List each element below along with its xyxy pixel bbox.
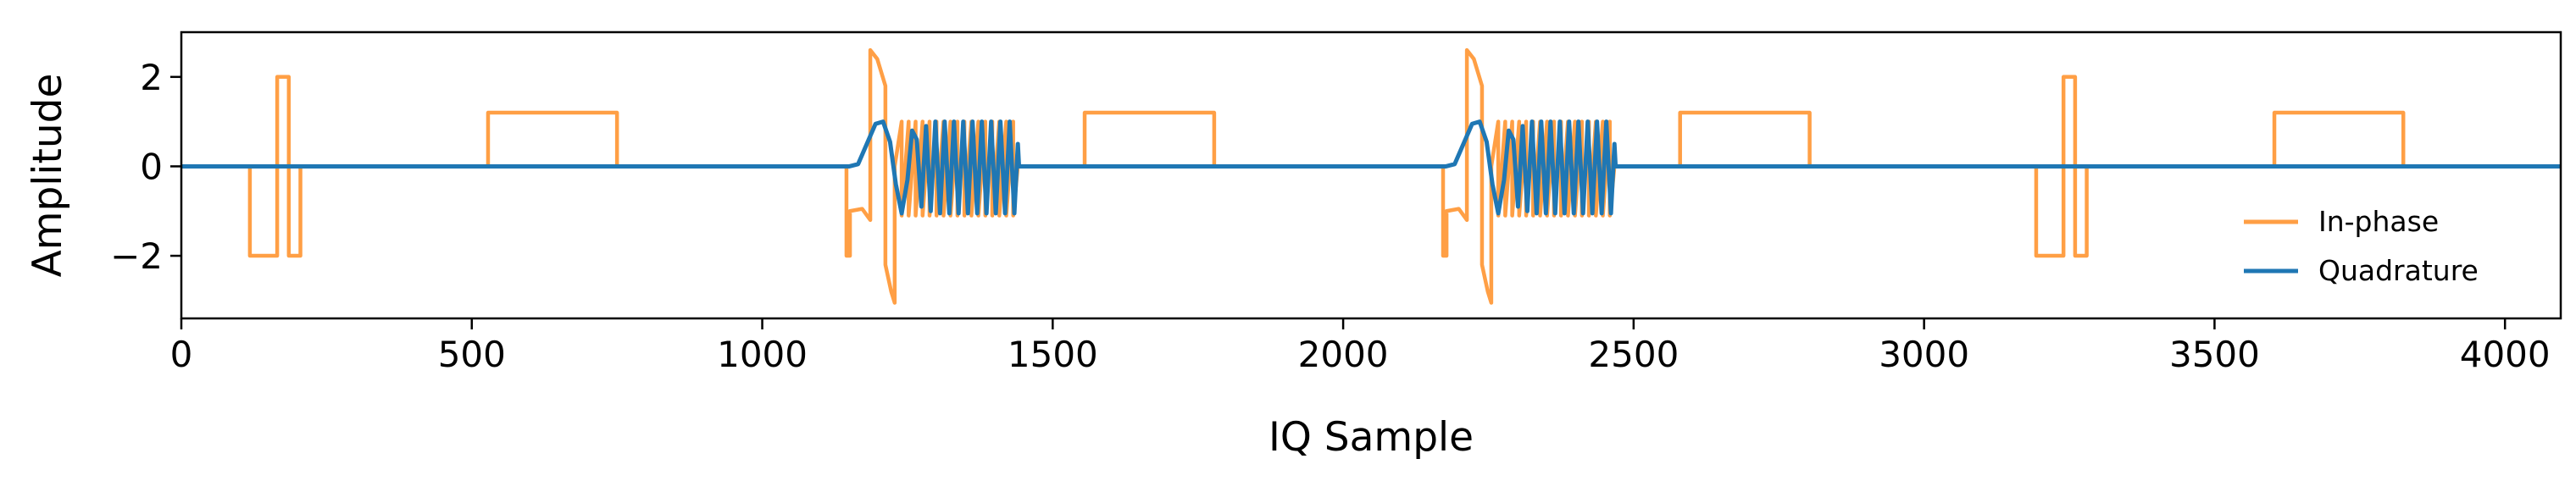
x-tick-label: 3500 (2169, 334, 2260, 375)
x-tick-label: 1000 (717, 334, 808, 375)
y-axis-label: Amplitude (25, 74, 71, 278)
x-tick-label: 3000 (1879, 334, 1969, 375)
x-axis-label: IQ Sample (1269, 414, 1474, 461)
x-tick-label: 2500 (1588, 334, 1679, 375)
y-tick-label: 0 (140, 146, 163, 187)
x-tick-label: 4000 (2460, 334, 2551, 375)
x-tick-label: 1500 (1008, 334, 1098, 375)
plot-area-frame (180, 30, 2562, 320)
legend-label: In-phase (2318, 205, 2439, 238)
legend-label: Quadrature (2318, 254, 2479, 287)
legend: In-phase Quadrature (2213, 193, 2549, 303)
x-tick-label: 0 (170, 334, 193, 375)
y-tick-label: 2 (140, 57, 163, 98)
series-line-quadrature (181, 119, 2561, 216)
series-line-in-phase (181, 47, 2561, 305)
y-tick-label: −2 (110, 235, 163, 277)
x-tick-label: 2000 (1298, 334, 1389, 375)
x-tick-label: 500 (438, 334, 506, 375)
